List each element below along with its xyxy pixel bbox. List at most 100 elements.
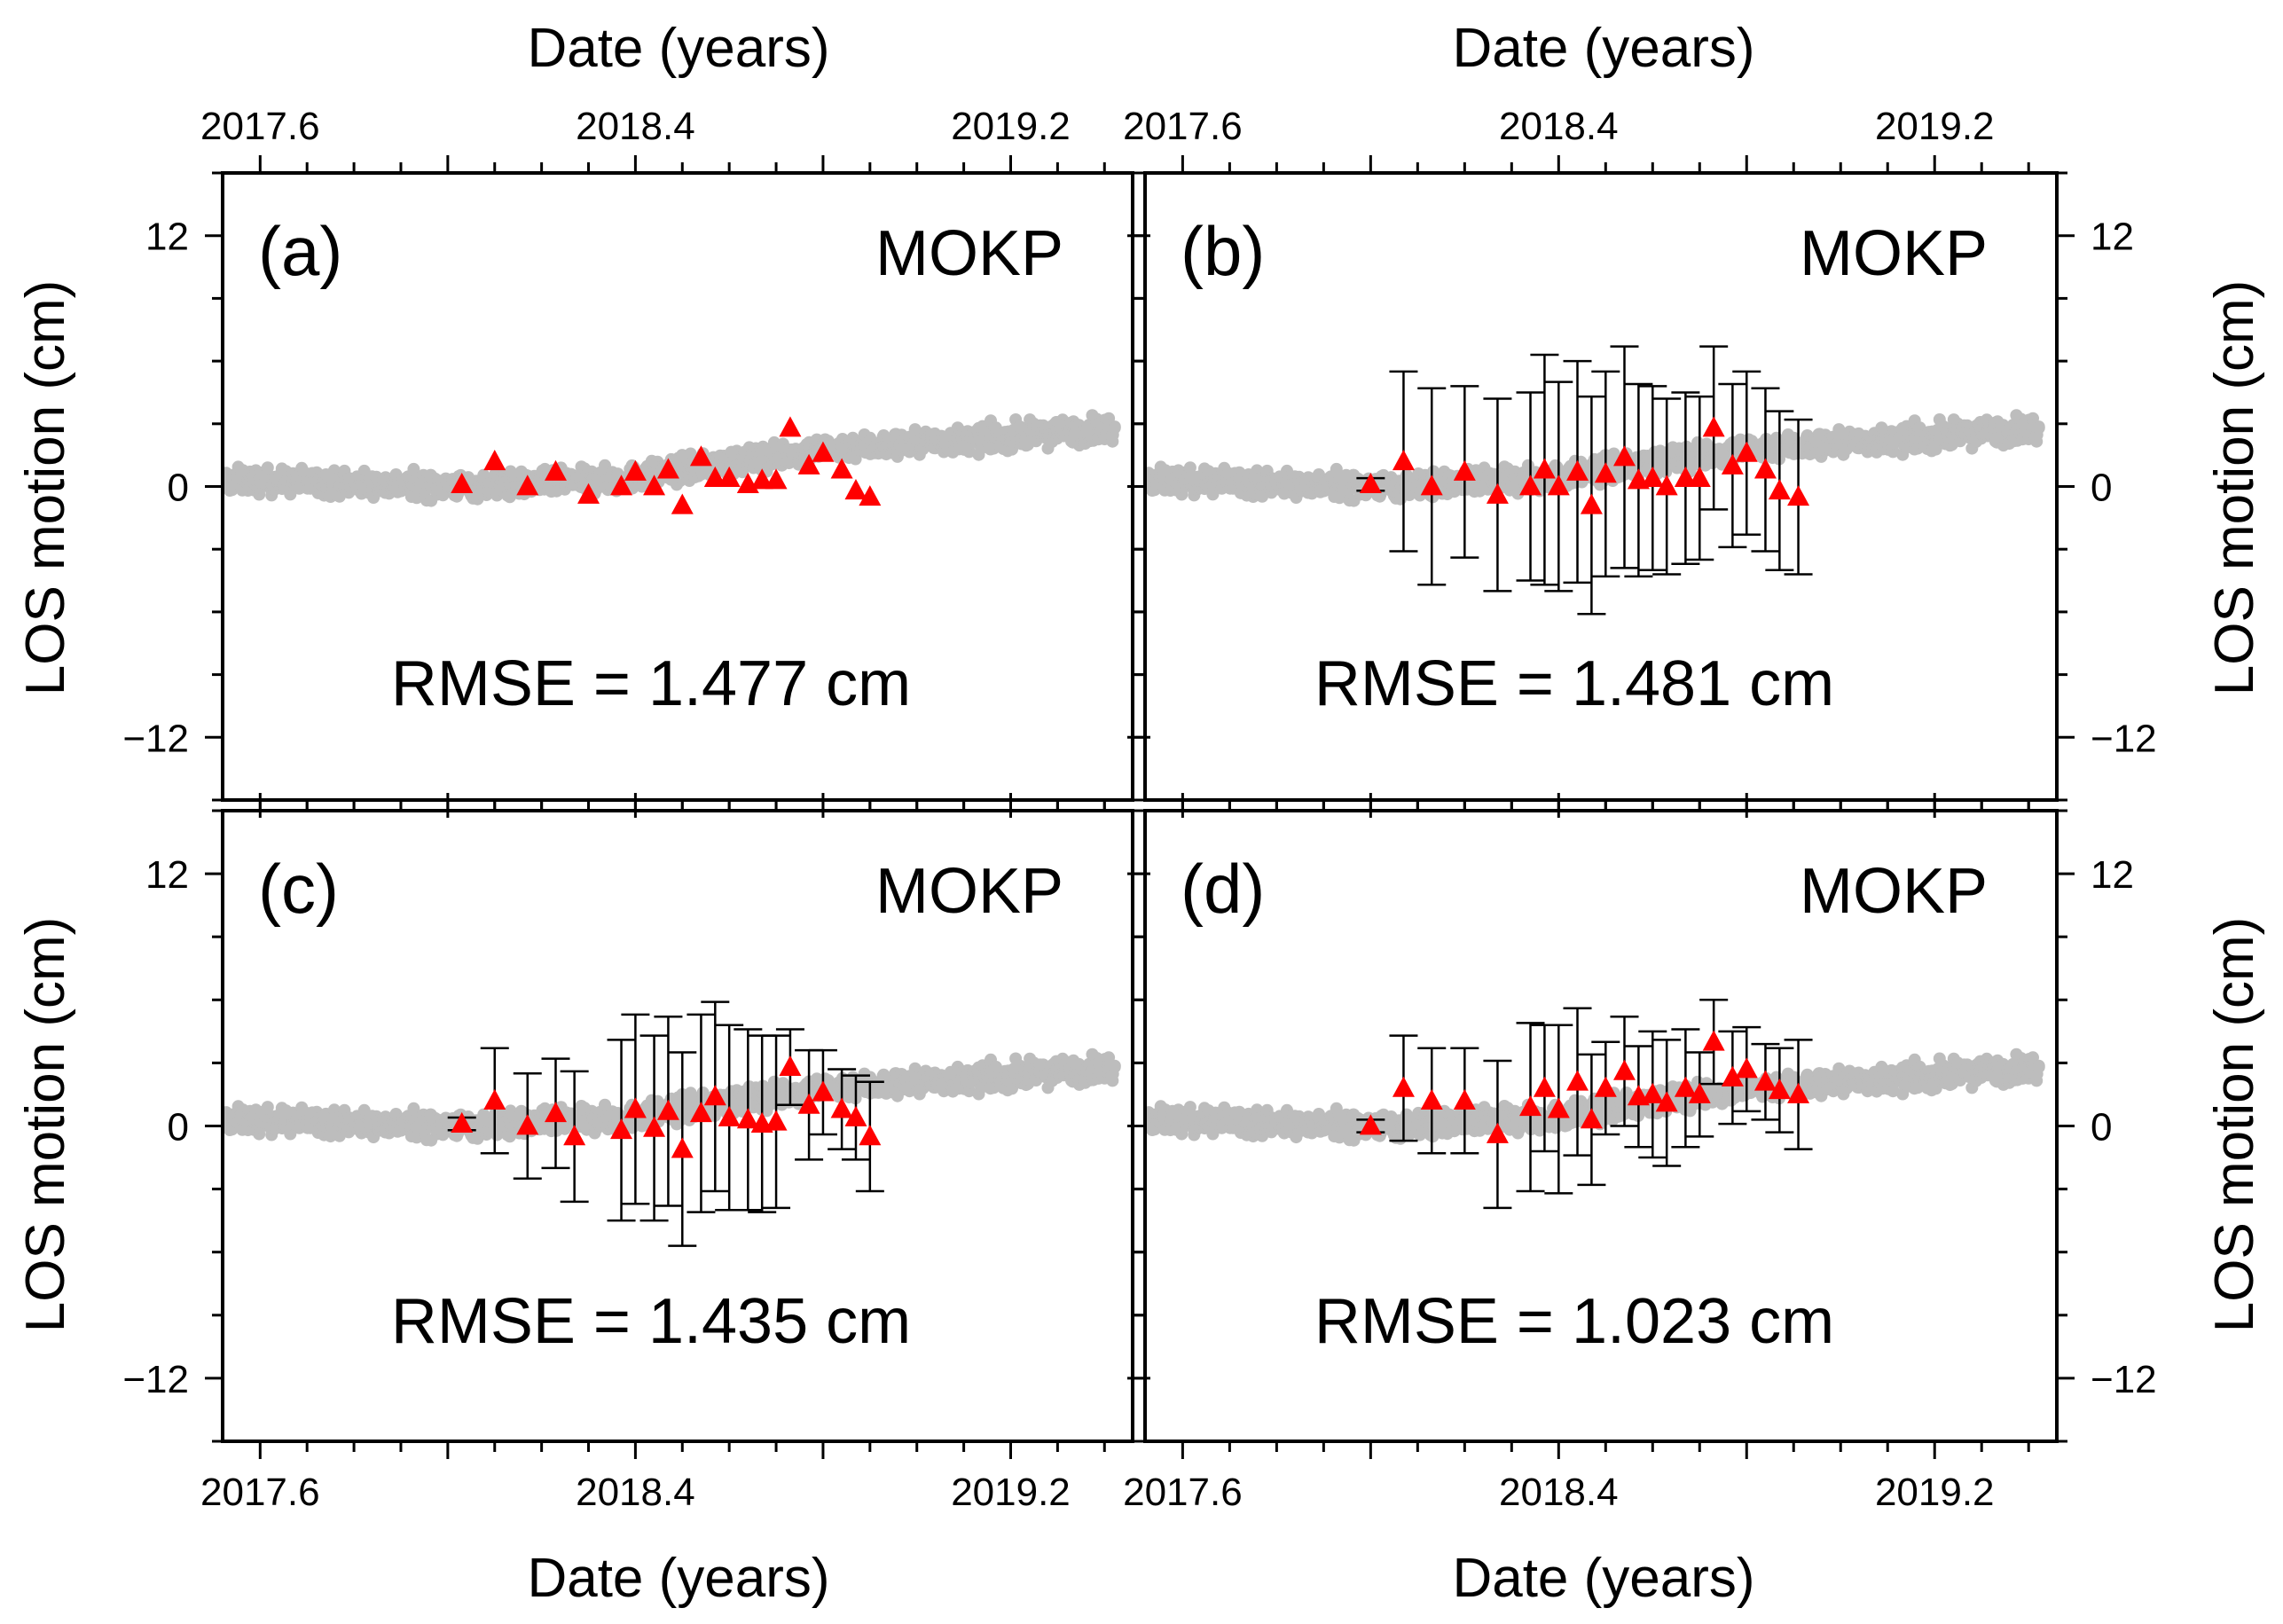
gnss-triangle [1486,482,1509,504]
gnss-triangle [1392,450,1415,471]
gnss-triangle [483,450,506,471]
y-tick-label: 0 [168,1106,189,1149]
gnss-triangle [624,459,647,481]
insar-point [261,461,274,475]
insar-point [1206,488,1220,501]
gnss-triangle [1566,459,1589,481]
insar-point [1206,1127,1220,1141]
insar-point [1183,1101,1196,1114]
insar-cloud [1145,1047,2045,1147]
panel-content [223,1000,1121,1247]
gnss-triangle [779,416,802,437]
insar-point [1108,1061,1121,1074]
gnss-triangle [1580,493,1603,514]
insar-cloud [1145,409,2045,507]
gnss-triangle [610,1118,633,1140]
insar-point [261,1101,274,1114]
gnss-triangle [1612,445,1636,467]
rmse-label: RMSE = 1.481 cm [1314,648,1834,719]
gnss-triangle [544,1102,567,1123]
insar-point [407,1102,420,1115]
panels: 2017.6 2018.4 2019.2 12 0 −12 (a) MOKP RMSE = 1.… [122,105,2156,1514]
y-axis-title-b: LOS motion (cm) [2204,280,2265,696]
gnss-triangle [516,475,539,496]
top-x-axis-title-right: Date (years) [1452,18,1754,79]
gnss-triangle [1453,459,1476,481]
gnss-triangle [844,1105,867,1126]
gnss-triangle [765,1110,788,1131]
gnss-triangle [451,472,474,494]
y-tick-label: −12 [122,1358,189,1401]
gnss-triangle [483,1088,506,1110]
gnss-triangle [1753,458,1777,479]
gnss-triangle [544,459,567,481]
gnss-triangle [689,1102,712,1123]
insar-point [684,1087,697,1100]
gnss-triangle [1519,475,1542,496]
x-tick-label: 2018.4 [1499,105,1619,148]
insar-point [684,447,697,460]
gnss-triangle [671,493,694,514]
gnss-triangle [563,1125,586,1146]
y-axis-title-c: LOS motion (cm) [15,917,76,1333]
gnss-triangle [844,479,867,500]
gnss-triangle [830,1097,853,1118]
insar-point [1607,447,1620,460]
insar-point [1183,461,1196,475]
y-tick-label: 12 [145,853,189,897]
gnss-triangle [1702,416,1725,437]
gnss-triangle [610,475,633,496]
gnss-triangle [765,468,788,490]
gnss-triangle [689,445,712,467]
gnss-triangle [718,466,741,487]
gnss-triangle [1721,453,1744,475]
y-tick-label: −12 [2091,717,2157,760]
insar-cloud [223,1047,1121,1147]
x-tick-label: 2017.6 [200,105,320,148]
panel-content [223,409,1121,514]
gnss-triangle [1547,475,1570,496]
panel-content [1145,345,2045,616]
y-axis-title-d: LOS motion (cm) [2204,917,2265,1333]
insar-point [284,1127,297,1141]
y-tick-label: 0 [168,467,189,510]
x-tick-label: 2017.6 [200,1471,320,1514]
y-ticks [1127,171,2075,802]
panel-letter: (c) [258,850,339,928]
gnss-triangle [1420,475,1443,496]
insar-cloud [223,409,1121,507]
gnss-triangle [812,441,835,462]
gnss-triangle [643,1116,666,1137]
gnss-triangle [703,1085,726,1106]
y-tick-label: 12 [145,216,189,259]
station-label: MOKP [875,856,1063,927]
insar-point [284,488,297,501]
station-label: MOKP [875,218,1063,289]
gnss-triangle [859,1125,882,1146]
panel-letter: (b) [1181,212,1265,290]
gnss-triangle [1768,479,1791,500]
panel-letter: (a) [258,212,342,290]
x-tick-label: 2019.2 [951,1471,1071,1514]
gnss-triangle [750,468,773,490]
x-ticks [258,793,1106,1459]
gnss-triangle [1787,485,1810,506]
gnss-triangle [812,1080,835,1102]
x-tick-label: 2018.4 [576,105,695,148]
y-axis-title-a: LOS motion (cm) [15,280,76,696]
rmse-label: RMSE = 1.435 cm [391,1286,911,1357]
gnss-triangle [859,485,882,506]
gnss-triangle [656,1099,679,1120]
gnss-triangle [1359,472,1382,494]
gnss-markers [451,1055,882,1158]
gnss-triangle [624,1097,647,1118]
x-tick-label: 2019.2 [1875,105,1995,148]
gnss-triangle [1641,466,1664,487]
gnss-triangle [451,1111,474,1134]
x-tick-label: 2018.4 [576,1471,695,1514]
y-tick-label: 0 [2091,467,2112,510]
top-x-axis-title-left: Date (years) [527,18,829,79]
